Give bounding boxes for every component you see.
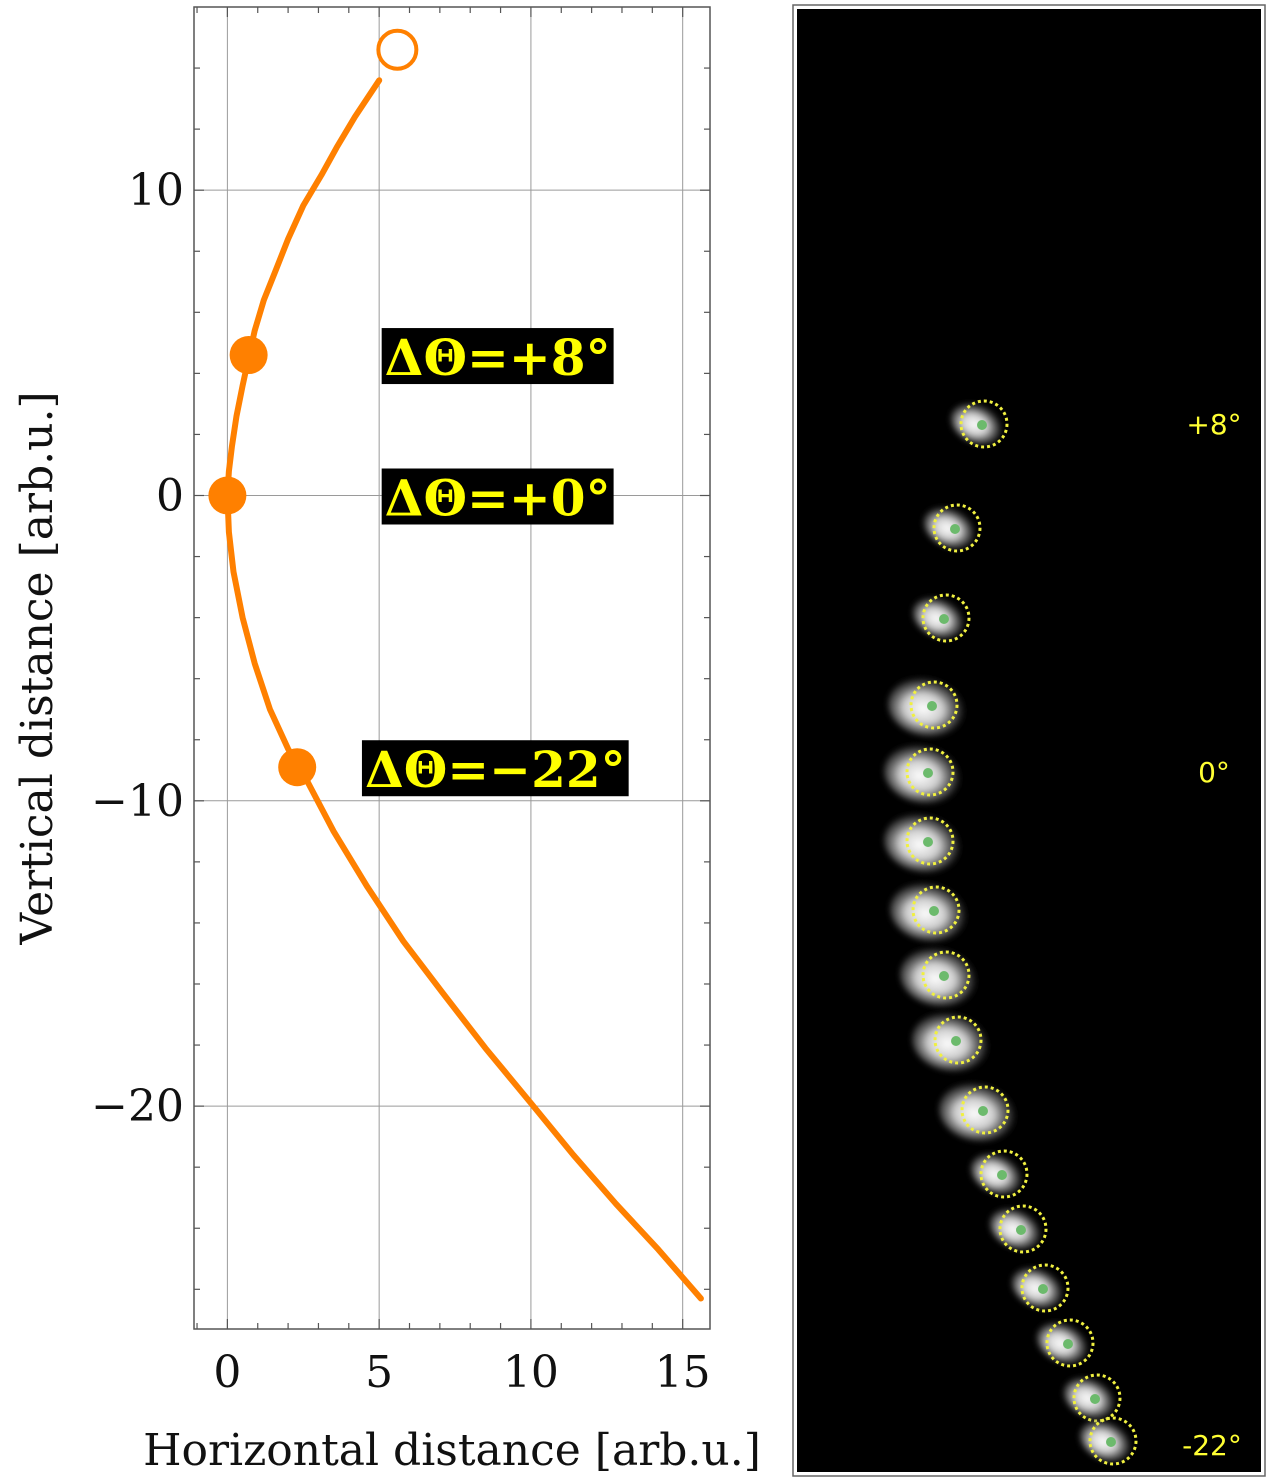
fit-circle [933,1015,983,1065]
centroid-dot [977,420,987,430]
angle-annotation-box [381,468,614,525]
centroid-dot [923,768,933,778]
centroid-dot [997,1170,1007,1180]
fit-circle [909,680,959,730]
spots-layer [883,399,1138,1466]
beam-spot [1036,1318,1095,1368]
y-tick-label: −10 [91,776,184,827]
data-point-marker [278,748,317,787]
marker-layer [208,28,419,787]
angle-annotation: ΔΘ=+0° [381,468,614,527]
trajectory-plot: 0 5 10 15 −20 −10 0 10 ΔΘ=+8° ΔΘ=+0° ΔΘ=−22° Hori… [12,6,761,1476]
fit-circle [921,593,971,643]
centroid-dot [929,906,939,916]
beam-spot [989,1204,1048,1254]
beam-spot [1079,1416,1138,1466]
angle-annotation-box [361,740,629,797]
fit-circle [1020,1263,1070,1313]
beam-spot [899,945,980,1007]
beam-spot [889,880,970,942]
angle-annotation-text: ΔΘ=+8° [385,328,611,387]
x-tick-label: 5 [365,1347,393,1398]
centroid-dot [1106,1437,1116,1447]
centroid-dot [1090,1394,1100,1404]
x-tick-label: 0 [213,1347,241,1398]
centroid-dot [950,524,960,534]
centroid-dot [1063,1339,1073,1349]
fit-circle [1072,1373,1122,1423]
beam-spot [887,675,968,737]
fit-circle [932,503,982,553]
x-tick-label: 15 [655,1347,711,1398]
beam-spot [938,1080,1019,1142]
angle-annotation-text: ΔΘ=+0° [385,468,611,527]
centroid-dot [939,614,949,624]
fit-circle [1045,1318,1095,1368]
start-marker-open [376,28,419,71]
tick-labels: 0 5 10 15 −20 −10 0 10 [91,165,711,1398]
centroid-dot [1038,1284,1048,1294]
data-point-marker [229,336,268,375]
image-panel: +8° 0° -22° [792,4,1266,1477]
angle-annotation-text: ΔΘ=−22° [365,740,626,799]
beam-spot [1063,1373,1122,1423]
fit-circle [998,1204,1048,1254]
fit-circle [905,816,955,866]
image-label-plus8: +8° [1186,408,1241,441]
beam-spot [911,1010,992,1072]
annotation-layer: ΔΘ=+8° ΔΘ=+0° ΔΘ=−22° [361,328,629,799]
angle-annotation-box [381,328,614,385]
fit-circle [979,1149,1029,1199]
x-axis-label: Horizontal distance [arb.u.] [143,1425,761,1476]
image-label-0: 0° [1198,756,1230,789]
beam-spot [1011,1263,1070,1313]
trajectory-line [224,77,704,1302]
y-tick-label: 10 [128,165,184,216]
beam-spot [912,593,971,643]
image-label-minus22: -22° [1182,1429,1242,1462]
centroid-dot [978,1106,988,1116]
beam-spot [883,742,964,804]
beam-spot [950,399,1009,449]
centroid-dot [927,701,937,711]
fit-circle [911,885,961,935]
y-tick-label: −20 [91,1081,184,1132]
fit-circle [1088,1416,1138,1466]
beam-spot [923,503,982,553]
fit-circle [959,399,1009,449]
centroid-dot [951,1036,961,1046]
minor-ticks [194,7,710,1329]
centroid-dot [923,837,933,847]
plot-frame [193,6,711,1330]
fit-circle [905,747,955,797]
fit-circle [921,950,971,1000]
data-point-marker [208,476,247,515]
fit-circle [960,1085,1010,1135]
beam-spot [970,1149,1029,1199]
angle-annotation: ΔΘ=−22° [361,740,629,799]
series-layer [224,77,704,1302]
x-tick-label: 10 [503,1347,559,1398]
centroid-dot [1016,1225,1026,1235]
grid [194,7,710,1329]
centroid-dot [939,971,949,981]
beam-spot [883,811,964,873]
y-axis-label: Vertical distance [arb.u.] [12,391,63,945]
angle-annotation: ΔΘ=+8° [381,328,614,387]
y-tick-label: 0 [156,470,184,521]
